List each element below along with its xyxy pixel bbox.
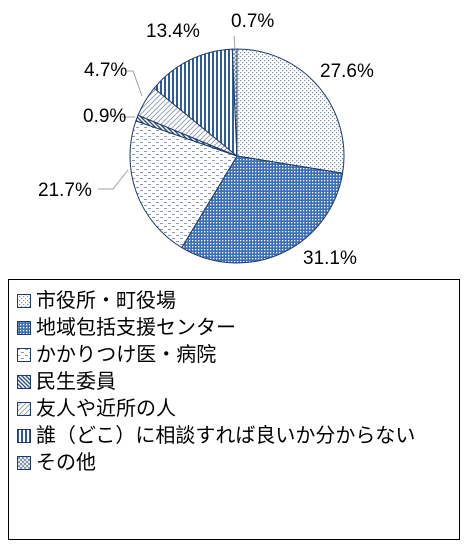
pie-slice-2 xyxy=(181,155,344,264)
legend-item-4: 民生委員 xyxy=(17,368,451,395)
legend-label-5: 友人や近所の人 xyxy=(36,396,176,420)
legend-swatch-4 xyxy=(17,375,31,389)
legend-label-2: 地域包括支援センター xyxy=(36,315,236,339)
legend-item-6: 誰（どこ）に相談すれば良いか分からない xyxy=(17,422,451,449)
leader-line-5 xyxy=(127,70,143,97)
legend-label-1: 市役所・町役場 xyxy=(36,288,176,312)
legend-label-3: かかりつけ医・病院 xyxy=(36,342,217,366)
legend-label-6: 誰（どこ）に相談すれば良いか分からない xyxy=(36,423,416,447)
legend-item-2: 地域包括支援センター xyxy=(17,314,451,341)
leader-line-3 xyxy=(98,169,129,190)
legend-item-1: 市役所・町役場 xyxy=(17,287,451,314)
data-label-5: 4.7% xyxy=(84,60,127,81)
legend-swatch-7 xyxy=(17,456,31,470)
pie-chart: 27.6% 31.1% 21.7% 0.9% 4.7% 13.4% 0.7% xyxy=(38,11,374,269)
data-label-7: 0.7% xyxy=(231,11,274,32)
legend-label-4: 民生委員 xyxy=(36,369,116,393)
pie-slice-6 xyxy=(153,48,238,158)
data-label-4: 0.9% xyxy=(83,106,126,127)
data-label-3: 21.7% xyxy=(38,180,92,201)
data-label-6: 13.4% xyxy=(146,21,200,42)
pie-slice-3 xyxy=(129,120,238,249)
legend-item-5: 友人や近所の人 xyxy=(17,395,451,422)
legend-item-7: その他 xyxy=(17,449,451,476)
legend-swatch-1 xyxy=(17,294,31,308)
legend-label-7: その他 xyxy=(36,450,96,474)
leader-line-7 xyxy=(233,35,236,50)
legend-swatch-2 xyxy=(17,321,31,335)
data-label-1: 27.6% xyxy=(320,61,374,82)
legend-swatch-5 xyxy=(17,402,31,416)
legend-swatch-6 xyxy=(17,429,31,443)
data-label-2: 31.1% xyxy=(303,248,357,269)
legend-swatch-3 xyxy=(17,348,31,362)
pie-slice-1 xyxy=(236,48,345,174)
legend: 市役所・町役場地域包括支援センター かかりつけ医・病院 民生委員友人や近所の人誰（ど… xyxy=(8,279,460,540)
legend-item-3: かかりつけ医・病院 xyxy=(17,341,451,368)
